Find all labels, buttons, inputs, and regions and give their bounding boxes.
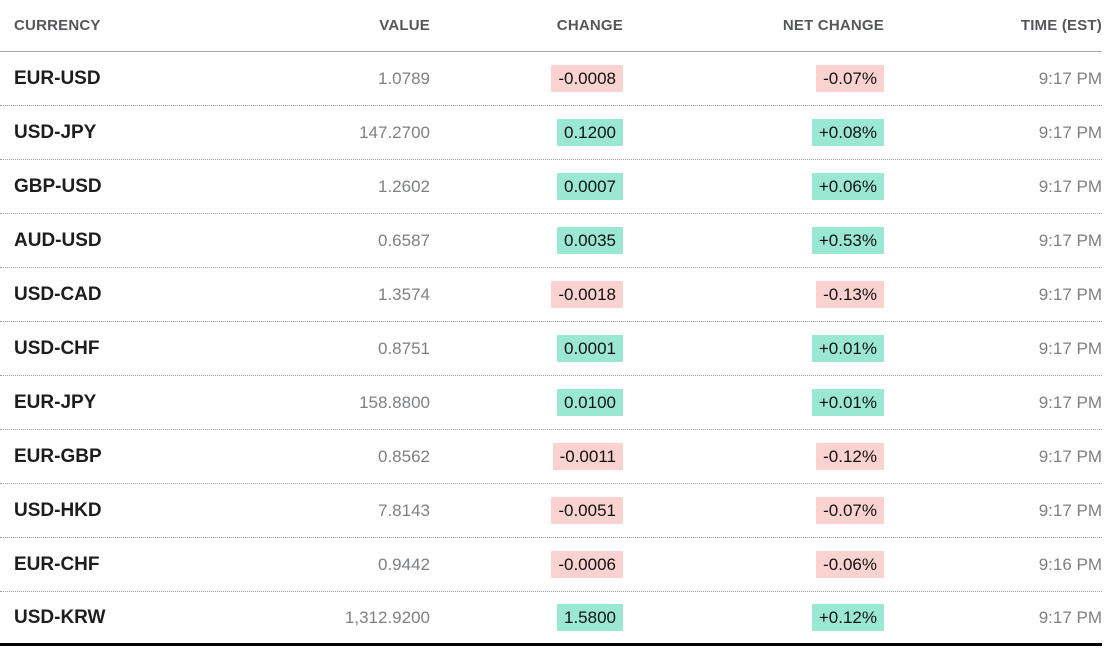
time-cell: 9:17 PM [1038,446,1102,466]
change-badge: 0.0007 [557,172,623,201]
table-row: USD-KRW 1,312.9200 1.5800 +0.12% 9:17 PM [0,592,1102,646]
table-row: EUR-CHF 0.9442 -0.0006 -0.06% 9:16 PM [0,538,1102,592]
column-header-net-change: NET CHANGE [782,17,884,34]
time-cell: 9:16 PM [1038,554,1102,574]
time-cell: 9:17 PM [1038,500,1102,520]
currency-pair-link[interactable]: GBP-USD [14,175,102,197]
currency-pair-link[interactable]: EUR-CHF [14,553,100,575]
change-badge: 1.5800 [557,603,623,632]
fx-table-body: EUR-USD 1.0789 -0.0008 -0.07% 9:17 PM US… [0,52,1102,646]
change-cell: -0.0018 [430,280,623,309]
column-header-time: TIME (EST) [1020,17,1102,34]
net-change-cell: +0.06% [623,172,884,201]
net-change-badge: +0.01% [811,388,884,417]
table-row: EUR-GBP 0.8562 -0.0011 -0.12% 9:17 PM [0,430,1102,484]
currency-pair-link[interactable]: EUR-GBP [14,445,102,467]
change-cell: 1.5800 [430,603,623,632]
change-cell: 0.0007 [430,172,623,201]
change-cell: 0.1200 [430,118,623,147]
time-cell: 9:17 PM [1038,284,1102,304]
change-cell: -0.0006 [430,550,623,579]
currency-pair-link[interactable]: EUR-USD [14,67,101,89]
value-cell: 1.0789 [378,68,430,88]
value-cell: 0.6587 [378,230,430,250]
net-change-cell: -0.06% [623,550,884,579]
net-change-cell: -0.13% [623,280,884,309]
value-cell: 0.8751 [378,338,430,358]
net-change-badge: -0.12% [816,442,884,471]
net-change-badge: -0.13% [816,280,884,309]
net-change-badge: -0.07% [816,64,884,93]
table-row: USD-CHF 0.8751 0.0001 +0.01% 9:17 PM [0,322,1102,376]
time-cell: 9:17 PM [1038,122,1102,142]
table-row: USD-JPY 147.2700 0.1200 +0.08% 9:17 PM [0,106,1102,160]
table-row: EUR-USD 1.0789 -0.0008 -0.07% 9:17 PM [0,52,1102,106]
change-badge: 0.0100 [557,388,623,417]
time-cell: 9:17 PM [1038,392,1102,412]
net-change-badge: +0.06% [811,172,884,201]
change-cell: 0.0035 [430,226,623,255]
currency-pair-link[interactable]: USD-HKD [14,499,102,521]
value-cell: 1.2602 [378,176,430,196]
value-cell: 0.8562 [378,446,430,466]
change-cell: 0.0001 [430,334,623,363]
table-row: USD-CAD 1.3574 -0.0018 -0.13% 9:17 PM [0,268,1102,322]
change-badge: 0.1200 [557,118,623,147]
net-change-cell: +0.01% [623,388,884,417]
value-cell: 1.3574 [378,284,430,304]
net-change-badge: +0.12% [811,603,884,632]
change-badge: -0.0008 [551,64,623,93]
net-change-badge: +0.53% [811,226,884,255]
currency-pair-link[interactable]: USD-KRW [14,606,106,628]
value-cell: 7.8143 [378,500,430,520]
currency-pair-link[interactable]: USD-CAD [14,283,102,305]
net-change-cell: +0.01% [623,334,884,363]
net-change-cell: -0.12% [623,442,884,471]
net-change-cell: +0.08% [623,118,884,147]
table-row: EUR-JPY 158.8800 0.0100 +0.01% 9:17 PM [0,376,1102,430]
change-cell: -0.0051 [430,496,623,525]
net-change-cell: -0.07% [623,64,884,93]
time-cell: 9:17 PM [1038,230,1102,250]
table-row: USD-HKD 7.8143 -0.0051 -0.07% 9:17 PM [0,484,1102,538]
net-change-badge: +0.01% [811,334,884,363]
time-cell: 9:17 PM [1038,607,1102,627]
change-cell: -0.0011 [430,442,623,471]
net-change-badge: +0.08% [811,118,884,147]
net-change-cell: +0.53% [623,226,884,255]
currency-pair-link[interactable]: AUD-USD [14,229,102,251]
value-cell: 0.9442 [378,554,430,574]
table-header-row: CURRENCY VALUE CHANGE NET CHANGE TIME (E… [0,0,1102,52]
column-header-value: VALUE [379,17,430,34]
change-badge: 0.0035 [557,226,623,255]
value-cell: 158.8800 [359,392,430,412]
net-change-badge: -0.07% [816,496,884,525]
change-badge: -0.0018 [551,280,623,309]
value-cell: 1,312.9200 [344,607,430,627]
time-cell: 9:17 PM [1038,338,1102,358]
net-change-cell: -0.07% [623,496,884,525]
net-change-badge: -0.06% [816,550,884,579]
change-badge: -0.0006 [551,550,623,579]
column-header-change: CHANGE [556,17,623,34]
change-cell: -0.0008 [430,64,623,93]
table-row: AUD-USD 0.6587 0.0035 +0.53% 9:17 PM [0,214,1102,268]
time-cell: 9:17 PM [1038,176,1102,196]
column-header-currency: CURRENCY [14,17,101,34]
change-badge: 0.0001 [557,334,623,363]
currency-pair-link[interactable]: USD-CHF [14,337,100,359]
net-change-cell: +0.12% [623,603,884,632]
change-badge: -0.0051 [551,496,623,525]
table-row: GBP-USD 1.2602 0.0007 +0.06% 9:17 PM [0,160,1102,214]
value-cell: 147.2700 [359,122,430,142]
time-cell: 9:17 PM [1038,68,1102,88]
currency-pair-link[interactable]: USD-JPY [14,121,97,143]
change-cell: 0.0100 [430,388,623,417]
change-badge: -0.0011 [552,442,623,471]
currency-pair-link[interactable]: EUR-JPY [14,391,97,413]
